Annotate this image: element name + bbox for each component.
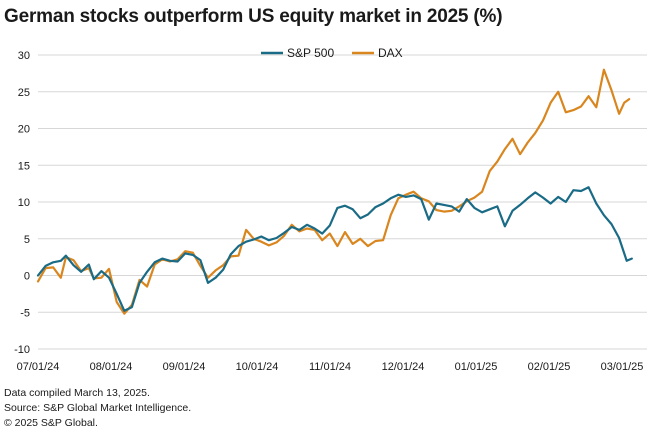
x-tick-label: 12/01/24 — [382, 361, 425, 373]
y-tick-label: 30 — [18, 50, 30, 62]
y-tick-label: 10 — [18, 197, 30, 209]
note-copyright: © 2025 S&P Global. — [4, 417, 98, 429]
series-line-s-p-500 — [36, 186, 633, 312]
line-chart: 30 25 20 15 10 5 0 -5 -10 07/01/24 08/01/24 09/01/… — [14, 46, 647, 373]
x-tick-label: 11/01/24 — [309, 361, 351, 373]
x-tick-label: 08/01/24 — [90, 361, 133, 373]
legend: S&P 500 DAX — [261, 46, 403, 60]
y-tick-label: 20 — [18, 124, 30, 136]
x-tick-label: 02/01/25 — [528, 361, 571, 373]
x-axis-ticks: 07/01/24 08/01/24 09/01/24 10/01/24 11/01/24… — [17, 361, 644, 373]
series — [36, 68, 633, 315]
chart-notes: Data compiled March 13, 2025. Source: S&… — [4, 386, 191, 431]
legend-label-s-p-500: S&P 500 — [287, 46, 334, 60]
series-line-dax — [36, 68, 631, 315]
y-tick-label: -10 — [14, 344, 30, 356]
x-tick-label: 09/01/24 — [163, 361, 206, 373]
y-tick-label: -5 — [20, 307, 30, 319]
x-tick-label: 07/01/24 — [17, 361, 60, 373]
legend-label-dax: DAX — [378, 46, 403, 60]
y-tick-label: 0 — [24, 271, 30, 283]
x-tick-label: 03/01/25 — [601, 361, 644, 373]
y-axis-ticks: 30 25 20 15 10 5 0 -5 -10 — [14, 50, 30, 356]
y-tick-label: 15 — [18, 160, 30, 172]
x-tick-label: 10/01/24 — [236, 361, 279, 373]
note-data-compiled: Data compiled March 13, 2025. — [4, 387, 150, 399]
x-tick-label: 01/01/25 — [455, 361, 498, 373]
y-tick-label: 25 — [18, 87, 30, 99]
note-source: Source: S&P Global Market Intelligence. — [4, 402, 192, 414]
y-tick-label: 5 — [24, 234, 30, 246]
grid — [38, 54, 647, 350]
chart-title: German stocks outperform US equity marke… — [4, 6, 503, 27]
